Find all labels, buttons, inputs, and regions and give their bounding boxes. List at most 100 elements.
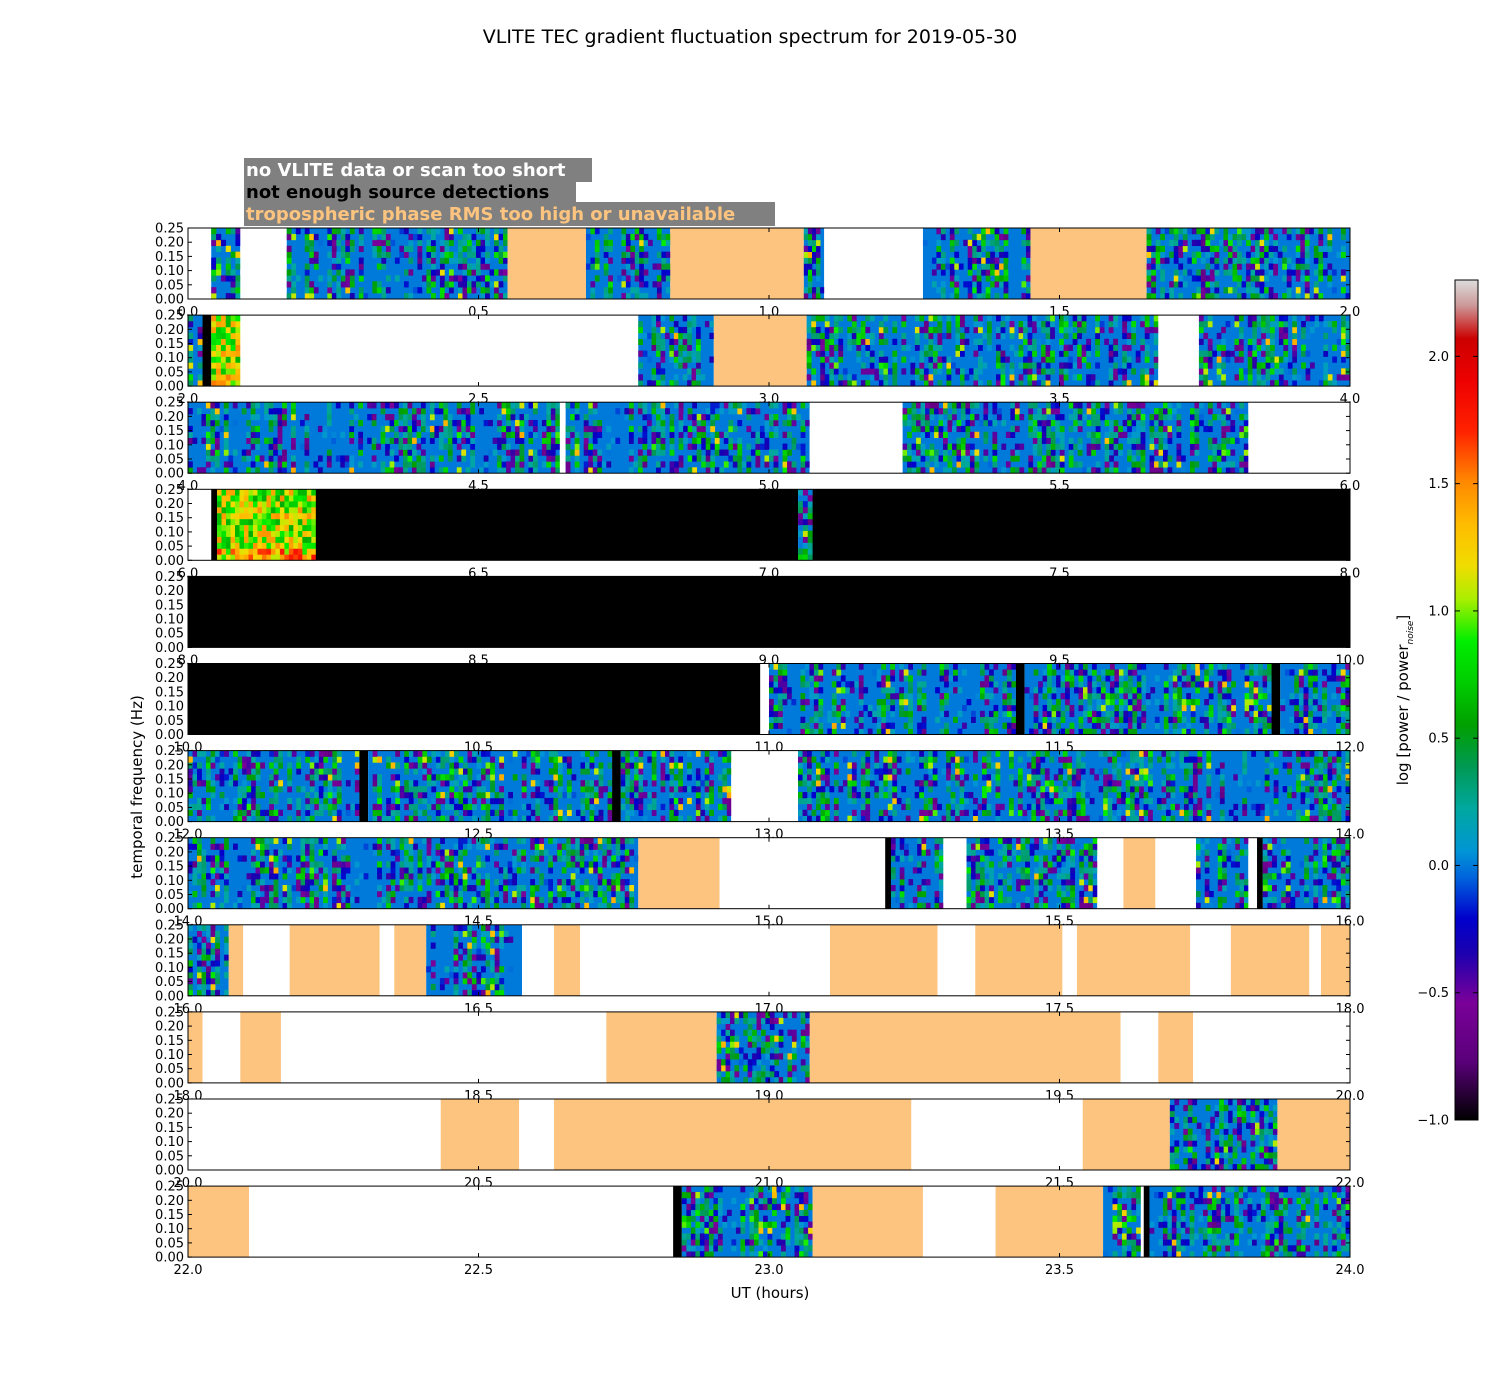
y-tick-label: 0.00 [155,1164,184,1179]
y-tick-label: 0.00 [155,989,184,1004]
y-tick-label: 0.20 [155,933,184,948]
y-tick-label: 0.10 [155,1222,184,1237]
y-tick-label: 0.20 [155,497,184,512]
y-tick-label: 0.15 [155,250,184,265]
mask-segment-trop [1082,1099,1170,1170]
y-tick-label: 0.10 [155,525,184,540]
y-tick-label: 0.05 [155,888,184,903]
legend-label-no-data: no VLITE data or scan too short [246,160,566,181]
mask-segment-trop [1123,837,1156,909]
y-tick-label: 0.05 [155,1236,184,1251]
y-tick-label: 0.10 [155,351,184,366]
y-tick-label: 0.25 [155,657,184,672]
mask-segment-white [1140,1186,1144,1258]
mask-segment-trop [188,1186,250,1258]
spectrum-segment [1103,1186,1142,1258]
y-tick-label: 0.25 [155,396,184,411]
x-tick-label: 23.0 [755,1263,784,1278]
x-axis-label: UT (hours) [731,1284,810,1302]
mask-segment-white [249,1186,674,1258]
y-tick-label: 0.25 [155,918,184,933]
mask-segment-black [1271,663,1281,735]
y-tick-label: 0.15 [155,337,184,352]
spectrum-segment [1280,663,1351,735]
panel-3: 0.000.050.100.150.200.256.0 6.5 7.0 7.5 8.0 [155,483,1360,582]
mask-segment-trop [240,1011,281,1083]
y-tick-label: 0.10 [155,1048,184,1063]
mask-segment-white [1155,837,1197,909]
mask-segment-white [1248,402,1350,474]
spectrum-segment [620,750,732,822]
mask-segment-black [885,837,892,909]
spectrum-segment [1262,837,1351,909]
colorbar-tick-label: −0.5 [1417,986,1449,1001]
spectrum-segment [565,402,810,474]
mask-segment-trop [812,1186,923,1258]
y-tick-label: 0.15 [155,860,184,875]
y-tick-label: 0.20 [155,758,184,773]
mask-segment-trop [554,1099,912,1170]
y-tick-label: 0.20 [155,410,184,425]
y-tick-label: 0.25 [155,744,184,759]
colorbar-tick-label: 0.0 [1428,859,1449,874]
mask-segment-trop [1320,924,1350,996]
spectrum-segment [681,1186,813,1258]
y-tick-label: 0.05 [155,365,184,380]
spectrum-segment [966,837,1098,909]
mask-segment-white [202,1011,241,1083]
mask-segment-trop [1277,1099,1350,1170]
y-tick-label: 0.20 [155,1020,184,1035]
y-tick-label: 0.00 [155,554,184,569]
mask-segment-trop [554,924,581,996]
spectrum-segment [211,228,241,300]
mask-segment-trop [606,1011,717,1083]
mask-segment-white [943,837,967,909]
mask-segment-white [731,750,799,822]
mask-segment-trop [289,924,380,996]
y-tick-label: 0.20 [155,1107,184,1122]
y-tick-label: 0.05 [155,453,184,468]
mask-segment-trop [1076,924,1191,996]
mask-segment-white [1097,837,1124,909]
mask-segment-trop [440,1099,520,1170]
mask-segment-white [240,228,287,299]
y-tick-label: 0.15 [155,424,184,439]
colorbar-gradient [1454,279,1479,1121]
spectrum-segment [188,315,203,387]
y-tick-label: 0.10 [155,961,184,976]
y-tick-label: 0.10 [155,1135,184,1150]
spectrum-segment [1149,1186,1351,1258]
spectrum-segment [368,750,613,822]
mask-segment-white [188,1099,441,1170]
spectrum-segment [1024,663,1272,735]
mask-segment-white [1193,1011,1350,1083]
colorbar: −1.0 −0.5 0.0 0.5 1.0 1.5 2.0 log [power / pow… [1394,279,1479,1129]
mask-segment-trop [670,228,804,299]
mask-segment-white [559,402,566,474]
y-tick-label: 0.10 [155,874,184,889]
mask-segment-white [188,228,212,299]
mask-segment-trop [394,924,427,996]
spectrum-segment [798,489,813,561]
mask-segment-white [240,315,639,387]
mask-segment-trop [1158,1011,1194,1083]
spectrum-segment [891,837,944,909]
mask-segment-black [188,663,761,735]
spectrum-segment [1169,1099,1278,1171]
x-tick-label: 24.0 [1336,1263,1365,1278]
legend-box-no-detections [244,180,576,204]
legend-box-trop-phase [244,202,775,226]
y-tick-label: 0.15 [155,947,184,962]
colorbar-tick-label: −1.0 [1417,1114,1449,1129]
y-axis-label: temporal frequency (Hz) [128,695,146,879]
y-tick-label: 0.00 [155,1076,184,1091]
spectrum-segment [922,228,1031,300]
y-tick-label: 0.15 [155,1121,184,1136]
y-tick-label: 0.10 [155,700,184,715]
spectrum-segment [902,402,1249,474]
mask-segment-white [719,837,886,909]
